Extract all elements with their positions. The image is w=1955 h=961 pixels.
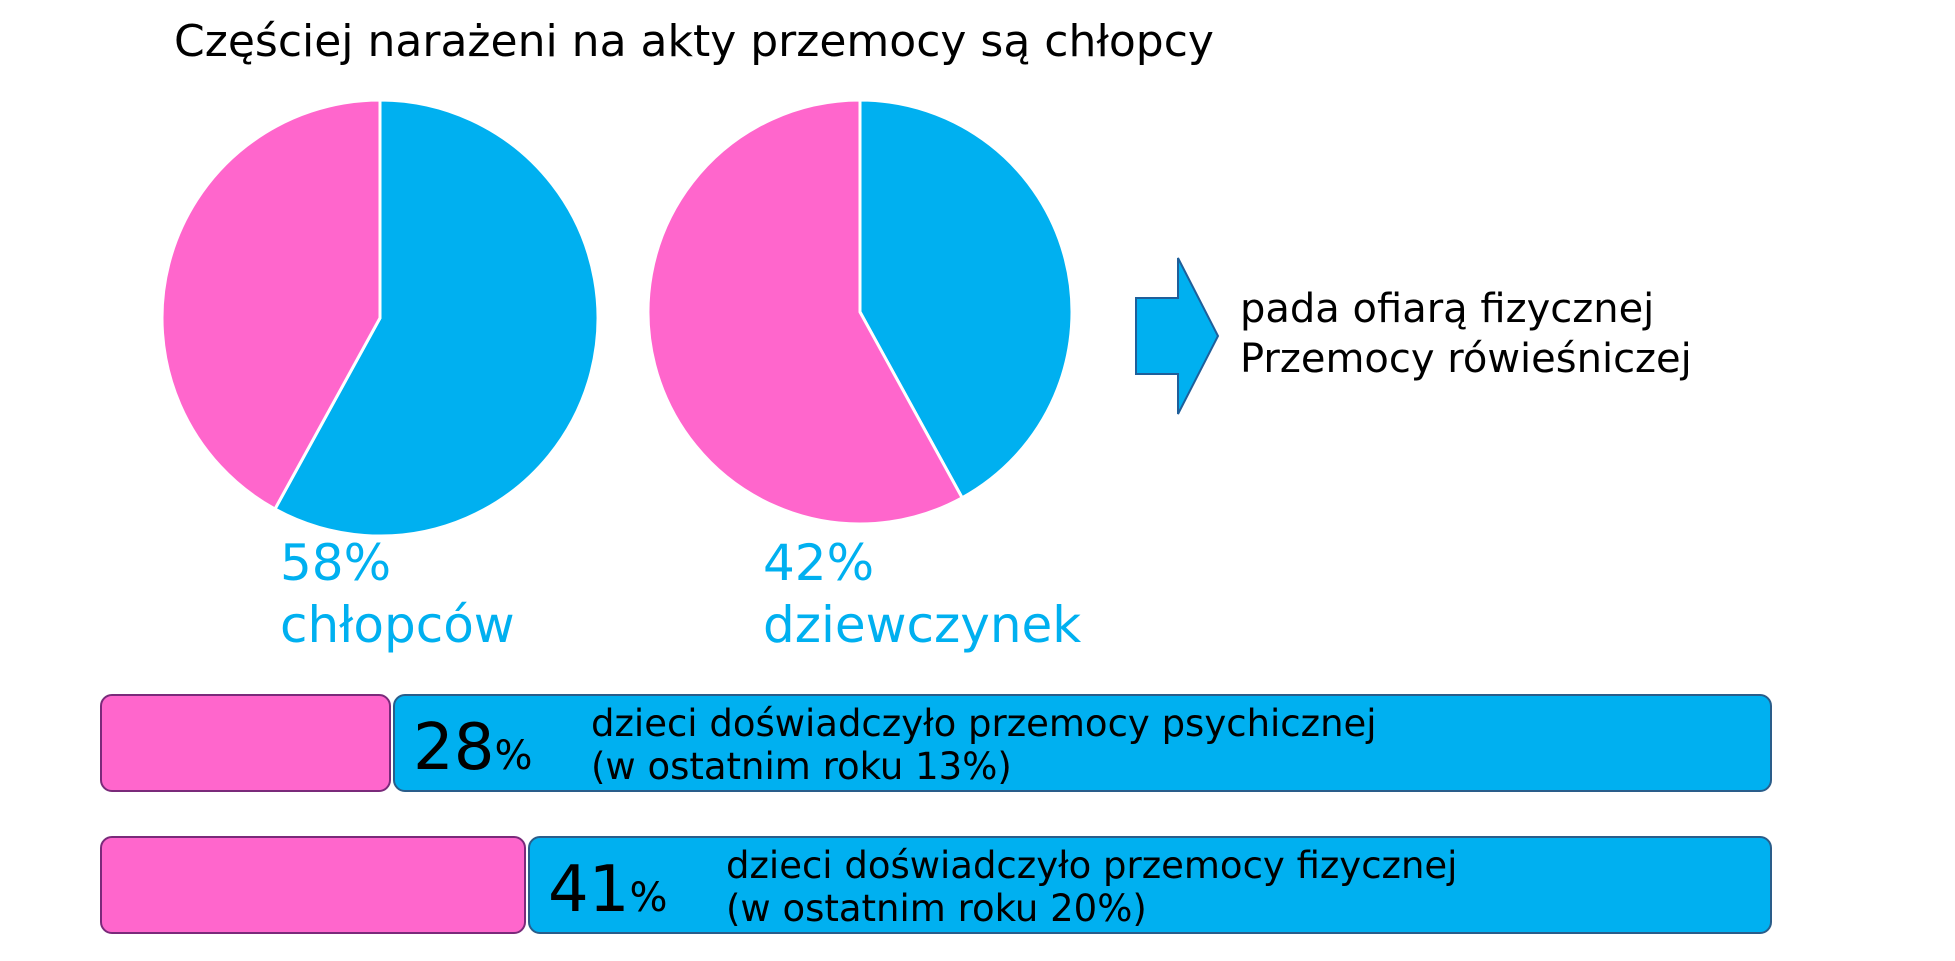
pie-slice-0 xyxy=(858,98,1074,500)
conclusion-line-1: pada ofiarą fizycznej xyxy=(1240,286,1655,332)
bar-segment-pink xyxy=(100,836,526,934)
pie-label-girls: 42% dziewczynek xyxy=(763,532,1081,656)
bar-row-physical: 41% dzieci doświadczyło przemocy fizyczn… xyxy=(100,836,1772,936)
bar-segment-blue xyxy=(528,836,1772,934)
pie-label-value: 58% xyxy=(280,534,392,592)
pie-label-value: 42% xyxy=(763,534,875,592)
bar-description: dzieci doświadczyło przemocy fizycznej (… xyxy=(726,844,1457,930)
slide-title: Częściej narażeni na akty przemocy są ch… xyxy=(174,16,1214,67)
pie-label-text: dziewczynek xyxy=(763,596,1082,654)
pie-chart-girls xyxy=(646,98,1074,526)
pie-slice-1 xyxy=(646,98,965,526)
right-arrow-icon xyxy=(1135,257,1220,415)
bar-description-line-1: dzieci doświadczyło przemocy psychicznej xyxy=(591,702,1377,745)
bar-value: 28% xyxy=(413,712,532,792)
bar-value-unit: % xyxy=(494,733,533,779)
pie-label-text: chłopców xyxy=(280,596,515,654)
bar-description-line-2: (w ostatnim roku 20%) xyxy=(726,887,1147,930)
pie-label-boys: 58% chłopców xyxy=(280,532,515,656)
bar-description-line-2: (w ostatnim roku 13%) xyxy=(591,745,1012,788)
pie-slice-1 xyxy=(160,98,382,512)
bar-value-number: 28 xyxy=(413,711,495,785)
pie-slice-0 xyxy=(272,98,600,538)
conclusion-text: pada ofiarą fizycznej Przemocy rówieśnic… xyxy=(1240,284,1692,384)
bar-value: 41% xyxy=(548,854,667,934)
bar-value-number: 41 xyxy=(548,853,630,927)
bar-segment-pink xyxy=(100,694,391,792)
bar-description-line-1: dzieci doświadczyło przemocy fizycznej xyxy=(726,844,1458,887)
bar-segment-blue xyxy=(393,694,1772,792)
bar-description: dzieci doświadczyło przemocy psychicznej… xyxy=(591,702,1377,788)
pie-chart-boys xyxy=(160,98,600,538)
bar-value-unit: % xyxy=(629,875,668,921)
conclusion-line-2: Przemocy rówieśniczej xyxy=(1240,336,1692,382)
bar-row-psychological: 28% dzieci doświadczyło przemocy psychic… xyxy=(100,694,1772,794)
